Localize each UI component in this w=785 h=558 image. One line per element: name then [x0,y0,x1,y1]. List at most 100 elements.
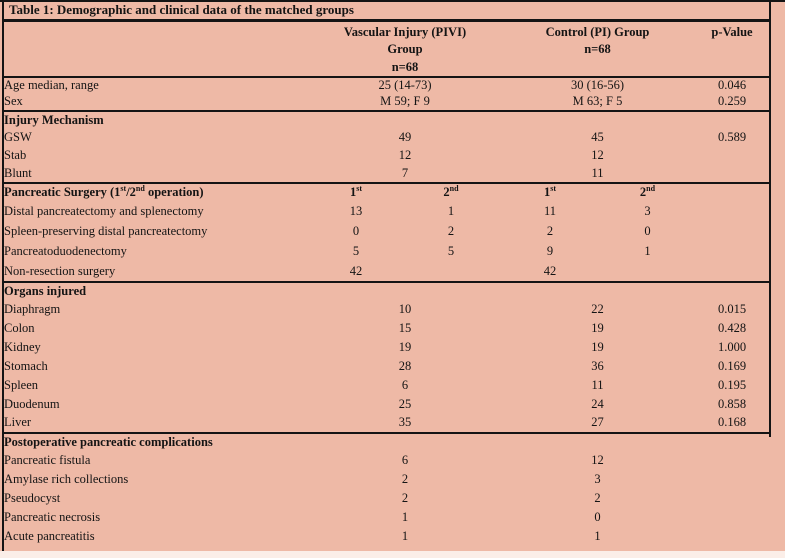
value-control-1st: 9 [546,244,554,259]
table-title-row: Table 1: Demographic and clinical data o… [4,2,769,22]
subcol-header-vivi-2nd: 2nd [402,182,500,202]
value-control: 30 (16-56) [570,78,625,93]
value-vivi: 19 [398,339,412,354]
value-control: 11 [591,377,604,392]
cell-pvalue: 1.000 [717,339,747,354]
table-right-border [769,0,771,437]
value-vivi: 6 [401,377,409,392]
value-vivi: 12 [398,148,412,163]
value-control-2nd: 0 [644,224,651,239]
row-label: Non-resection surgery [4,263,116,278]
value-control: 27 [591,415,604,430]
cell-pvalue [695,202,769,222]
row-label: Kidney [4,339,41,354]
value-vivi: 35 [398,415,412,430]
section-label: Injury Mechanism [4,110,769,129]
col-header-line: Group [387,42,423,56]
row-label: Stab [4,148,27,163]
value-control: M 63; F 5 [572,94,623,109]
demographic-clinical-table: Table 1: Demographic and clinical data o… [4,2,769,546]
table-row-kidney: Kidney 19 19 1.000 [4,338,769,357]
value-control: 19 [591,320,604,335]
cell-pvalue [695,451,769,470]
table-row-non-resection-surgery: Non-resection surgery 42 42 [4,262,769,282]
section-row-injury-mechanism: Injury Mechanism [4,110,769,129]
header-empty-cell [4,20,310,78]
value-vivi: M 59; F 9 [380,94,430,109]
value-control: 0 [594,509,601,524]
value-control-1st: 42 [543,263,557,278]
value-vivi: 15 [398,320,412,335]
cell-pvalue [695,182,769,202]
value-control-1st: 11 [543,204,557,219]
col-header-line: Vascular Injury (PIVI) [343,24,467,39]
value-vivi: 25 (14-73) [378,78,432,93]
value-vivi-1st: 42 [349,263,363,278]
cell-pvalue: 0.195 [717,377,747,392]
value-control: 12 [591,148,604,163]
col-header-line: n=68 [584,42,611,56]
table-left-border [2,0,4,551]
row-label: Sex [4,94,23,109]
column-header-row: Vascular Injury (PIVI) Group n=68 Contro… [4,20,769,78]
value-vivi-1st: 0 [352,224,360,239]
table-row-gsw: GSW 49 45 0.589 [4,129,769,147]
value-vivi: 1 [401,528,409,543]
page-bottom-strip [0,551,785,558]
cell-pvalue [695,262,769,282]
table-row-diaphragm: Diaphragm 10 22 0.015 [4,300,769,319]
value-vivi-2nd: 5 [447,244,455,259]
cell-pvalue [695,147,769,165]
subcol-header-control-2nd: 2nd [600,182,695,202]
table-row-spleen-preserving: Spleen-preserving distal pancreatectomy … [4,222,769,242]
table-row-duodenum: Duodenum 25 24 0.858 [4,395,769,414]
table-title: Table 1: Demographic and clinical data o… [4,2,769,22]
cell-pvalue [695,222,769,242]
cell-pvalue: 0.046 [717,78,747,93]
cell-pvalue: 0.589 [717,130,747,145]
section-row-organs-injured: Organs injured [4,281,769,300]
value-vivi-2nd [402,262,500,282]
table-row-acute-pancreatitis: Acute pancreatitis 1 1 [4,527,769,546]
cell-pvalue: 0.015 [717,301,747,316]
value-control: 12 [591,452,604,467]
col-header-line: n=68 [391,59,419,74]
table-row-spleen: Spleen 6 11 0.195 [4,376,769,395]
row-label: Acute pancreatitis [4,528,95,543]
value-vivi: 2 [401,490,409,505]
section-label: Organs injured [4,281,769,300]
value-vivi: 28 [398,358,412,373]
value-vivi-2nd: 1 [447,204,455,219]
cell-pvalue: 0.168 [717,415,747,430]
cell-pvalue [695,470,769,489]
section-label: Postoperative pancreatic complications [4,432,769,451]
value-vivi-2nd: 2 [447,224,455,239]
value-vivi: 10 [398,301,412,316]
table-row-pseudocyst: Pseudocyst 2 2 [4,489,769,508]
value-vivi: 1 [401,509,409,524]
value-control: 1 [594,528,601,543]
value-vivi: 49 [398,130,412,145]
value-vivi-1st: 5 [352,244,360,259]
row-label: Age median, range [4,78,99,93]
table-top-border [0,0,785,2]
row-label: Spleen [4,377,39,392]
value-control: 11 [591,165,604,180]
row-label: Pancreatic necrosis [4,509,101,524]
cell-pvalue [695,165,769,183]
row-label: Blunt [4,165,32,180]
value-vivi: 25 [398,396,412,411]
col-header-vascular-injury-group: Vascular Injury (PIVI) Group n=68 [310,20,500,78]
row-label: Distal pancreatectomy and splenectomy [4,204,204,219]
table-row-pancreatic-fistula: Pancreatic fistula 6 12 [4,451,769,470]
cell-pvalue: 0.169 [717,358,747,373]
value-vivi-1st: 13 [349,204,363,219]
row-label: Spleen-preserving distal pancreatectomy [4,224,208,239]
subcol-header-control-1st: 1st [500,182,600,202]
table-row-distal-pancreatectomy-splenectomy: Distal pancreatectomy and splenectomy 13… [4,202,769,222]
value-control: 19 [591,339,604,354]
table-row-stab: Stab 12 12 [4,147,769,165]
table-row-blunt: Blunt 7 11 [4,165,769,183]
table-row-amylase-rich-collections: Amylase rich collections 2 3 [4,470,769,489]
